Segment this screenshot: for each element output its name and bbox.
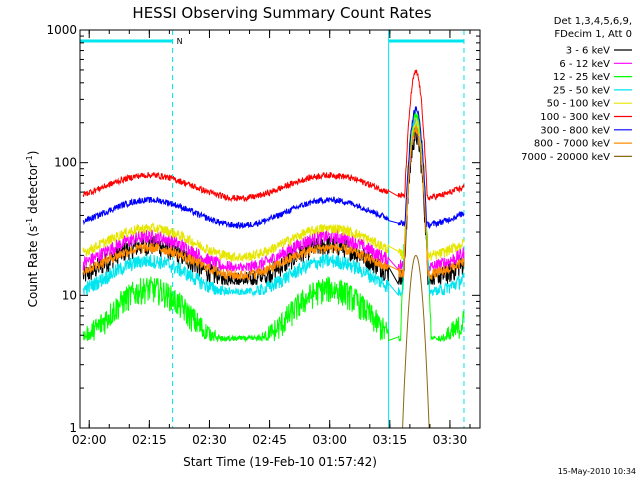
night-flag-label: N	[177, 37, 183, 46]
series-line	[82, 69, 465, 203]
x-tick-label: 02:15	[132, 433, 167, 447]
series-line	[82, 109, 465, 343]
legend-entry-label: 6 - 12 keV	[559, 59, 610, 70]
series-line	[82, 118, 465, 298]
series-line	[82, 106, 465, 230]
x-tick-label: 02:30	[192, 433, 227, 447]
legend-entry-label: 300 - 800 keV	[540, 125, 610, 136]
legend-header-line: FDecim 1, Att 0	[554, 29, 632, 40]
series-line	[82, 119, 465, 273]
legend-entries: 3 - 6 keV 6 - 12 keV 12 - 25 keV 25 - 50 ke…	[521, 46, 632, 163]
legend-entry-label: 3 - 6 keV	[566, 46, 610, 57]
legend: Det 1,3,4,5,6,9, FDecim 1, Att 0 3 - 6 k…	[521, 16, 632, 163]
x-tick-label: 03:15	[373, 433, 408, 447]
axes: 02:00 02:15 02:30 02:45 03:00 03:15 03:30 1 10 10…	[46, 23, 480, 447]
x-tick-label: 02:45	[252, 433, 287, 447]
x-tick-label: 03:00	[312, 433, 347, 447]
legend-entry-label: 7000 - 20000 keV	[521, 152, 610, 163]
legend-entry-label: 12 - 25 keV	[553, 72, 610, 83]
y-axis-label: Count Rate (s-1 detector-1)	[25, 151, 40, 308]
series-line	[82, 125, 465, 282]
plot-frame	[79, 29, 481, 429]
legend-entry-label: 800 - 7000 keV	[534, 139, 610, 150]
series-layer	[82, 69, 465, 429]
x-tick-label: 02:00	[72, 433, 107, 447]
y-tick-label: 1000	[46, 23, 77, 37]
series-line	[82, 117, 465, 263]
y-tick-label: 1	[69, 421, 77, 435]
chart-title: HESSI Observing Summary Count Rates	[132, 4, 431, 22]
x-tick-label: 03:30	[433, 433, 468, 447]
legend-entry-label: 100 - 300 keV	[540, 112, 610, 123]
x-axis-label: Start Time (19-Feb-10 01:57:42)	[183, 455, 377, 469]
legend-entry-label: 25 - 50 keV	[553, 85, 610, 96]
generation-timestamp: 15-May-2010 10:34	[558, 467, 636, 476]
legend-header-line: Det 1,3,4,5,6,9,	[554, 16, 632, 27]
legend-entry-label: 50 - 100 keV	[547, 99, 611, 110]
y-tick-label: 100	[54, 156, 77, 170]
y-tick-label: 10	[62, 288, 77, 302]
